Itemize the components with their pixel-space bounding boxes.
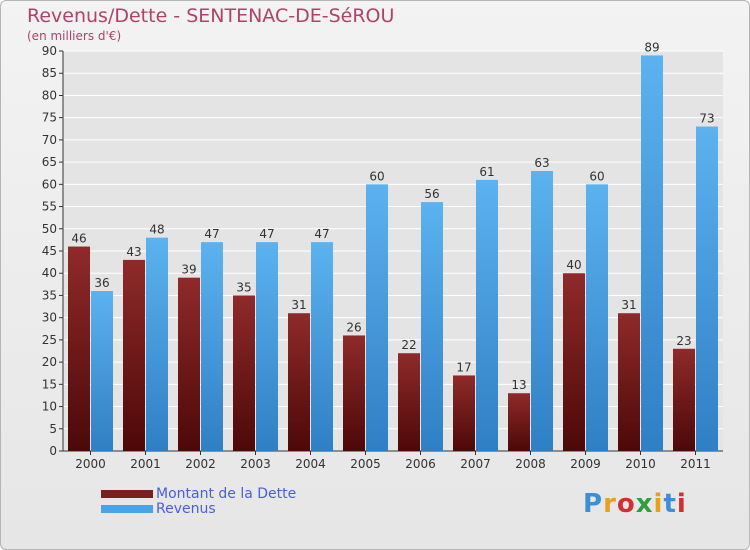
bar-revenus [256,242,278,451]
x-tick-label: 2006 [405,457,436,471]
x-tick-label: 2003 [240,457,271,471]
bar-dette [563,273,585,451]
data-label-dette: 31 [621,298,636,312]
x-tick-label: 2001 [130,457,161,471]
bar-dette [508,393,530,451]
bar-revenus [311,242,333,451]
x-tick-label: 2008 [515,457,546,471]
data-label-revenus: 89 [644,40,659,54]
data-label-revenus: 60 [369,169,384,183]
data-label-dette: 35 [236,280,251,294]
y-tick-label: 20 [42,355,57,369]
y-tick-label: 40 [42,266,57,280]
data-label-dette: 46 [71,232,86,246]
x-tick-label: 2009 [570,457,601,471]
bar-dette [398,353,420,451]
x-tick-label: 2011 [680,457,711,471]
y-tick-label: 25 [42,333,57,347]
y-tick-label: 55 [42,200,57,214]
data-label-revenus: 61 [479,165,494,179]
logo-letter: i [676,489,687,519]
chart-subtitle: (en milliers d'€) [27,29,122,43]
y-tick-label: 10 [42,400,57,414]
data-label-revenus: 36 [94,276,109,290]
data-label-dette: 22 [401,338,416,352]
bar-dette [178,277,200,451]
bar-revenus [366,184,388,452]
bar-revenus [586,184,608,452]
legend-label-dette: Montant de la Dette [156,486,297,502]
legend-swatch-dette [101,490,153,498]
bar-revenus [696,126,718,452]
data-label-dette: 43 [126,245,141,259]
y-tick-label: 45 [42,244,57,258]
data-label-revenus: 47 [314,227,329,241]
y-tick-label: 80 [42,88,57,102]
data-label-dette: 31 [291,298,306,312]
data-label-dette: 40 [566,258,581,272]
y-tick-label: 60 [42,177,57,191]
data-label-dette: 13 [511,378,526,392]
y-tick-label: 30 [42,311,57,325]
bar-dette [68,246,90,451]
data-label-revenus: 47 [204,227,219,241]
data-label-dette: 26 [346,320,361,334]
legend-label-revenus: Revenus [156,501,216,517]
bar-dette [123,259,145,451]
y-tick-label: 70 [42,133,57,147]
bar-dette [288,313,310,451]
bar-dette [673,348,695,451]
bar-revenus [641,55,663,451]
data-label-revenus: 48 [149,223,164,237]
bar-revenus [476,179,498,451]
x-tick-label: 2000 [75,457,106,471]
y-tick-label: 15 [42,377,57,391]
data-label-revenus: 47 [259,227,274,241]
y-tick-label: 75 [42,111,57,125]
logo-letter: P [583,489,604,519]
data-label-revenus: 73 [699,112,714,126]
x-tick-label: 2002 [185,457,216,471]
data-label-revenus: 63 [534,156,549,170]
logo-letter: t [663,489,677,519]
y-tick-label: 90 [42,44,57,58]
bar-revenus [201,242,223,451]
data-label-revenus: 60 [589,169,604,183]
data-label-dette: 17 [456,360,471,374]
y-tick-label: 50 [42,222,57,236]
y-tick-label: 0 [49,444,57,458]
bar-dette [618,313,640,451]
bar-revenus [531,171,553,451]
chart-title: Revenus/Dette - SENTENAC-DE-SéROU [27,5,395,27]
y-tick-label: 85 [42,66,57,80]
data-label-revenus: 56 [424,187,439,201]
bar-revenus [146,237,168,451]
x-tick-label: 2005 [350,457,381,471]
bar-revenus [421,202,443,451]
bar-dette [453,375,475,451]
x-tick-label: 2007 [460,457,491,471]
x-tick-label: 2004 [295,457,326,471]
bar-dette [233,295,255,451]
logo-letter: o [616,489,636,519]
proxiti-logo: Proxiti [583,489,687,519]
y-tick-label: 65 [42,155,57,169]
y-tick-label: 35 [42,288,57,302]
bar-dette [343,335,365,451]
logo-letter: x [635,489,654,519]
legend-swatch-revenus [101,505,153,513]
data-label-dette: 23 [676,334,691,348]
data-label-dette: 39 [181,263,196,277]
y-tick-label: 5 [49,422,57,436]
x-tick-label: 2010 [625,457,656,471]
bar-revenus [91,291,113,451]
logo-letter: i [653,489,664,519]
logo-letter: r [603,489,617,519]
